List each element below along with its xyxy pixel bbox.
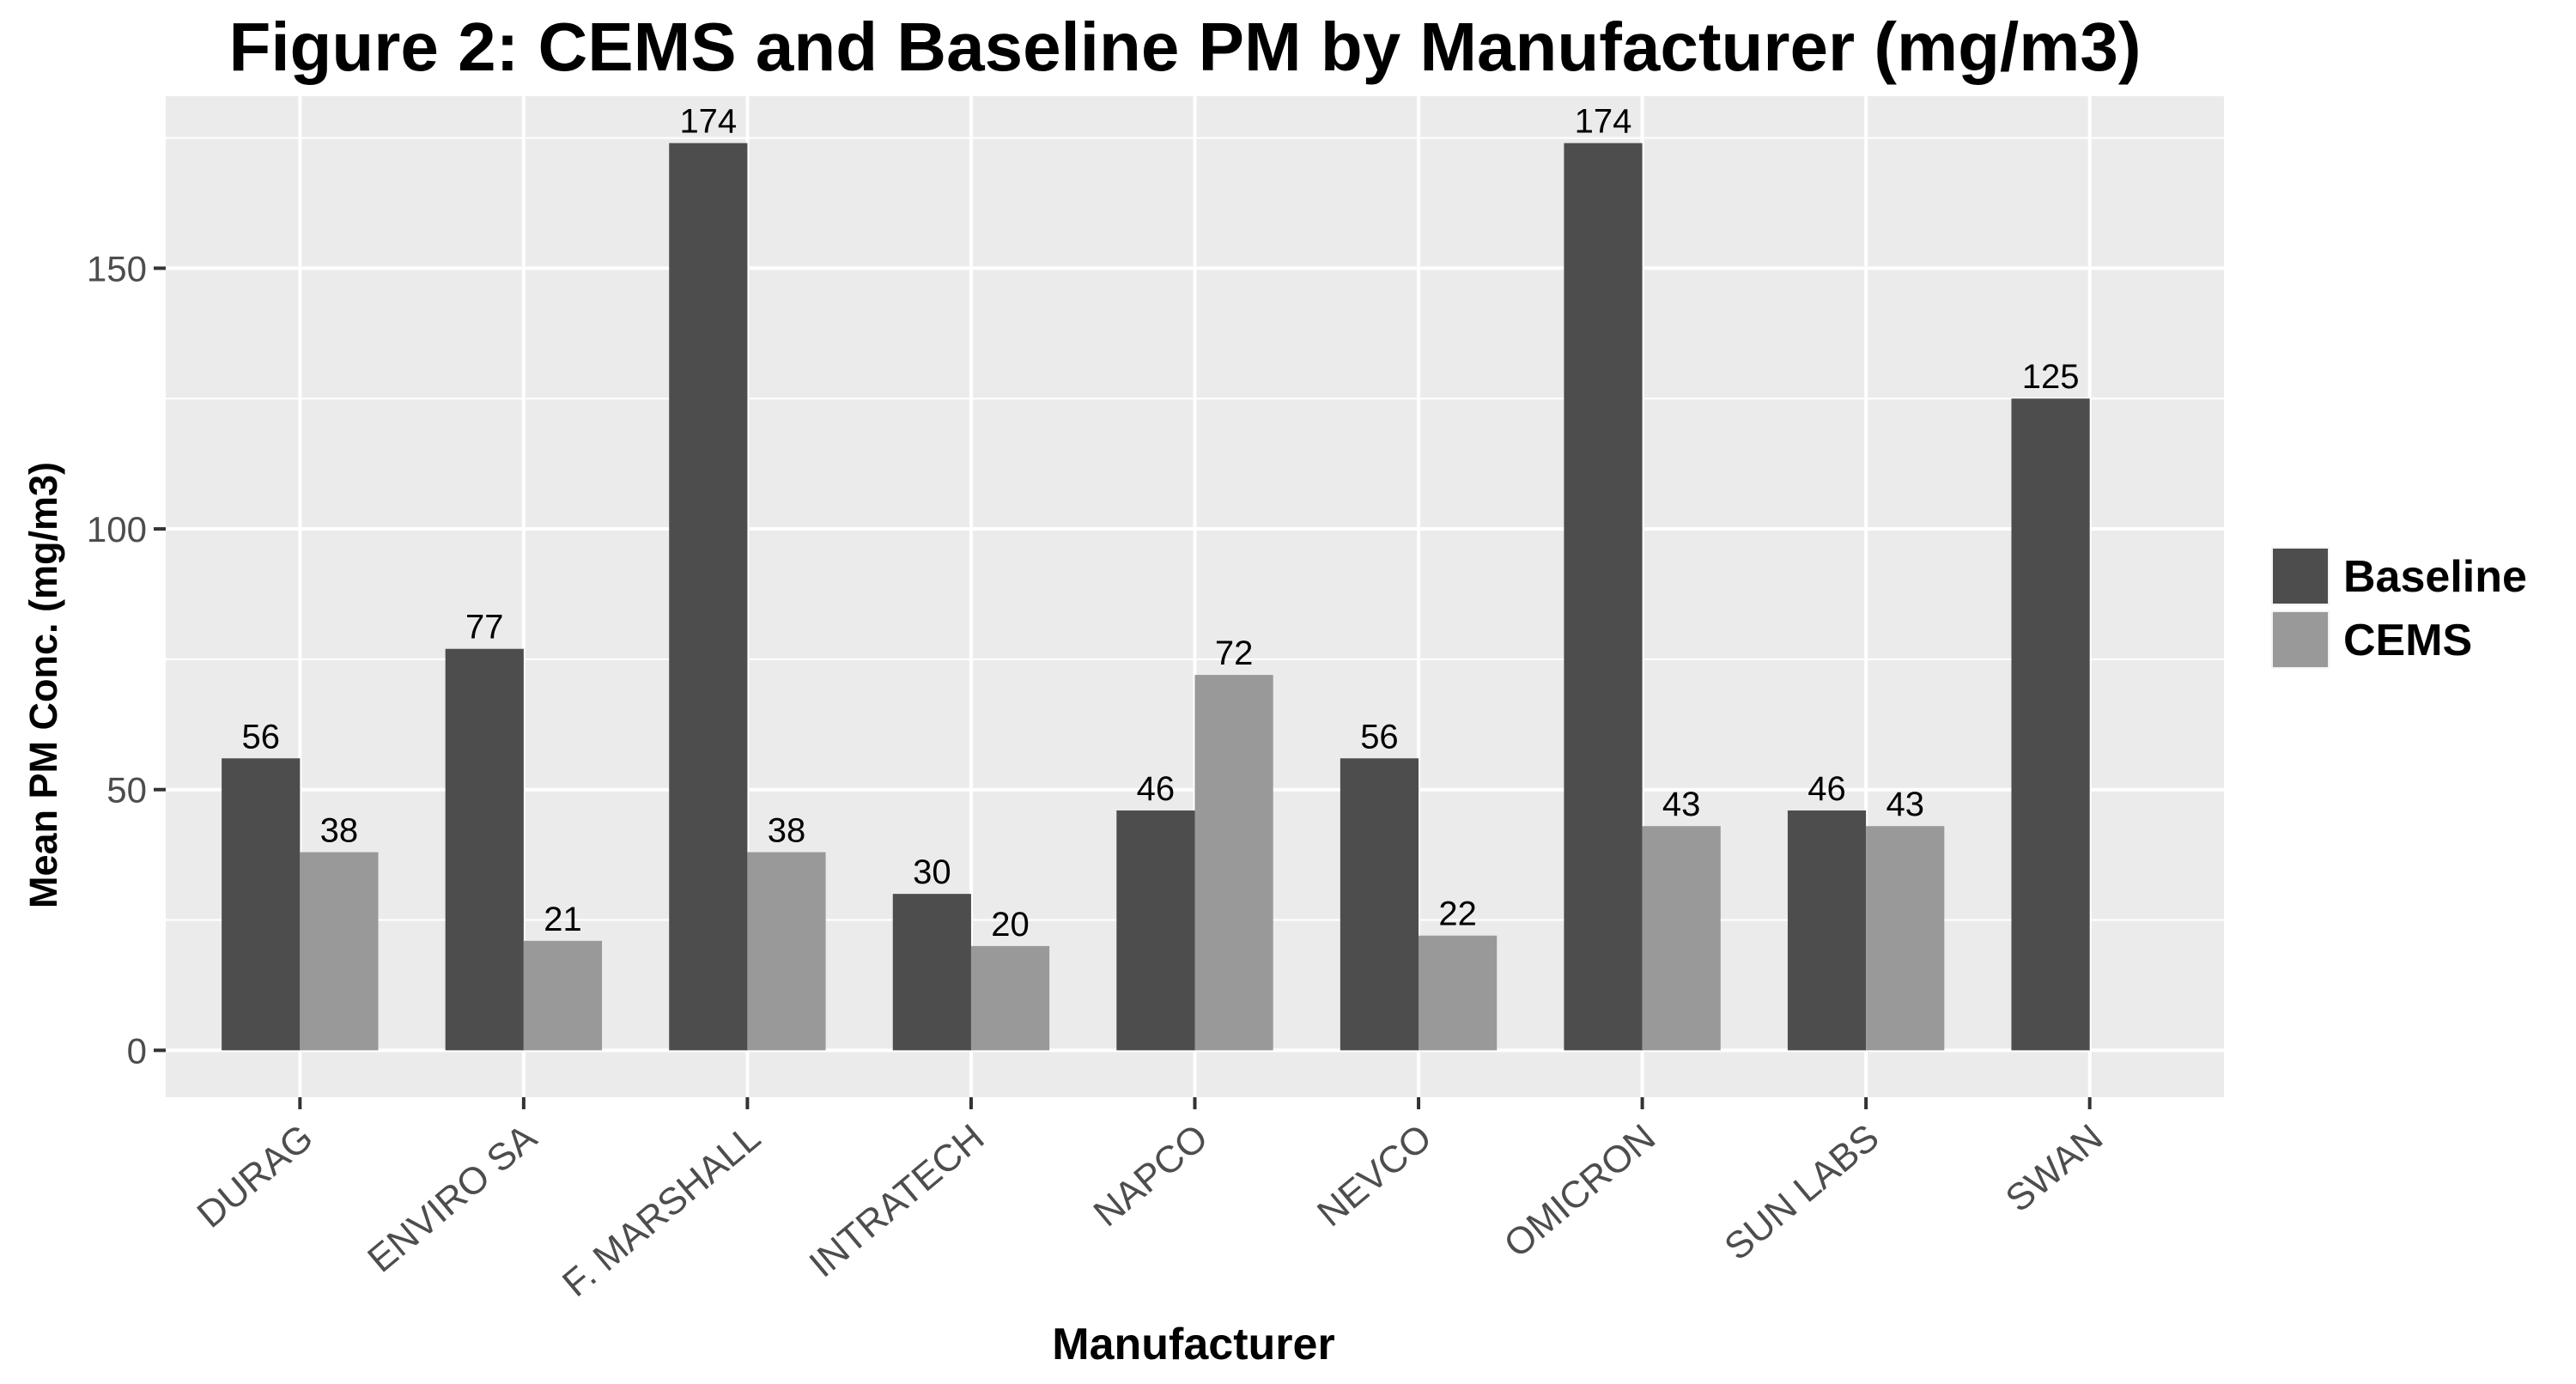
- data-label: 21: [544, 901, 582, 938]
- legend-swatch-cems: [2273, 612, 2328, 667]
- bar-baseline-sun-labs: [1787, 810, 1867, 1051]
- legend-swatch-baseline: [2273, 549, 2328, 604]
- data-label: 20: [991, 906, 1030, 944]
- data-label: 22: [1438, 895, 1477, 933]
- data-label: 30: [913, 853, 951, 891]
- bar-cems-napco: [1194, 675, 1273, 1051]
- data-label: 56: [241, 718, 280, 756]
- bars: [222, 143, 2090, 1051]
- data-label: 72: [1215, 634, 1254, 672]
- bar-cems-sun-labs: [1866, 826, 1945, 1051]
- data-label: 77: [465, 609, 504, 646]
- bar-cems-enviro-sa: [523, 940, 603, 1051]
- x-axis-title: Manufacturer: [1052, 1320, 1334, 1369]
- bar-baseline-napco: [1116, 810, 1195, 1051]
- data-label: 43: [1662, 786, 1701, 823]
- bar-cems-intratech: [970, 945, 1050, 1051]
- legend-label-cems: CEMS: [2343, 616, 2472, 665]
- data-label: 174: [679, 103, 737, 141]
- data-label: 56: [1360, 718, 1399, 756]
- y-axis-title: Mean PM Conc. (mg/m3): [21, 462, 65, 908]
- x-tick-label: DURAG: [190, 1116, 321, 1236]
- x-tick-label: OMICRON: [1497, 1116, 1663, 1266]
- y-axis: 0 50 100 150: [87, 248, 166, 1071]
- data-label: 174: [1575, 103, 1632, 141]
- data-label: 46: [1807, 770, 1846, 808]
- x-tick-label: SUN LABS: [1716, 1116, 1886, 1268]
- bar-cems-omicron: [1642, 826, 1721, 1051]
- bar-baseline-enviro-sa: [445, 648, 524, 1051]
- bar-baseline-nevco: [1340, 758, 1419, 1051]
- bar-cems-nevco: [1419, 935, 1498, 1051]
- bar-baseline-swan: [2011, 398, 2090, 1051]
- y-tick-label: 50: [106, 770, 147, 810]
- bar-cems-f-marshall: [747, 852, 826, 1051]
- legend-label-baseline: Baseline: [2343, 552, 2527, 602]
- x-tick-label: SWAN: [1998, 1116, 2111, 1220]
- data-label: 38: [320, 812, 359, 850]
- x-tick-label: F. MARSHALL: [555, 1116, 769, 1305]
- y-tick-label: 0: [127, 1030, 147, 1071]
- bar-cems-durag: [300, 852, 379, 1051]
- x-tick-label: NEVCO: [1309, 1116, 1439, 1235]
- data-labels: 56 38 77 21 174 38 30 20 46 72 56 22 174 43 46 43 125: [241, 103, 2079, 944]
- data-label: 38: [768, 812, 806, 850]
- chart-title: Figure 2: CEMS and Baseline PM by Manufa…: [228, 9, 2141, 85]
- x-tick-label: NAPCO: [1086, 1116, 1216, 1235]
- x-axis: DURAG ENVIRO SA F. MARSHALL INTRATECH NAPCO N…: [190, 1097, 2111, 1305]
- data-label: 46: [1137, 770, 1176, 808]
- data-label: 125: [2022, 358, 2080, 396]
- legend: Baseline CEMS: [2271, 547, 2527, 669]
- x-tick-label: ENVIRO SA: [360, 1116, 545, 1281]
- bar-baseline-durag: [222, 758, 301, 1051]
- bar-baseline-omicron: [1564, 143, 1643, 1051]
- bar-baseline-intratech: [892, 894, 971, 1051]
- y-tick-label: 150: [87, 248, 147, 288]
- data-label: 43: [1886, 786, 1924, 823]
- y-tick-label: 100: [87, 509, 147, 549]
- bar-baseline-f-marshall: [669, 143, 748, 1051]
- x-tick-label: INTRATECH: [802, 1116, 993, 1285]
